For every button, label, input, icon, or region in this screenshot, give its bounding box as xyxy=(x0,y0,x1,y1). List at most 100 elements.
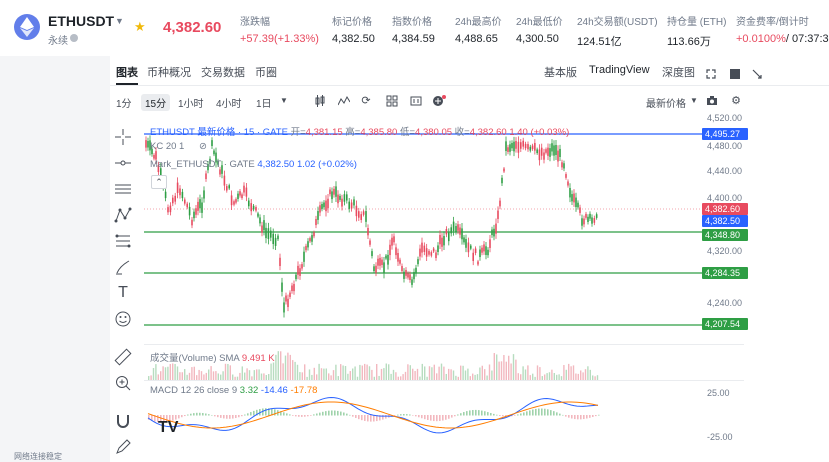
candle-body xyxy=(358,211,360,218)
macd-histogram-bar xyxy=(493,413,495,416)
timeframe-1h[interactable]: 1小时 xyxy=(178,99,204,110)
candle-body xyxy=(450,227,452,234)
text-tool-icon[interactable]: T xyxy=(118,284,128,301)
tab-chart[interactable]: 图表 xyxy=(116,67,138,79)
tab-coin-overview[interactable]: 币种概况 xyxy=(147,67,191,79)
network-status: 网络连接稳定 xyxy=(14,452,62,461)
volume-bar xyxy=(205,372,207,380)
candle-body xyxy=(385,255,387,259)
magnet-icon[interactable] xyxy=(114,412,132,430)
view-depth[interactable]: 深度图 xyxy=(662,67,695,79)
macd-histogram-bar xyxy=(514,415,516,416)
stat-24h-high: 24h最高价 4,488.65 xyxy=(455,17,502,45)
macd-histogram-bar xyxy=(199,412,201,416)
view-tradingview[interactable]: TradingView xyxy=(589,64,650,76)
collapse-icon[interactable] xyxy=(752,66,762,79)
volume-bar xyxy=(577,373,579,380)
volume-bar xyxy=(176,366,179,380)
indicators-icon[interactable] xyxy=(337,95,351,107)
symbol-dropdown-icon[interactable]: ▼ xyxy=(115,16,124,26)
macd-histogram-bar xyxy=(583,415,585,420)
volume-bar xyxy=(258,369,260,380)
crosshair-icon[interactable] xyxy=(114,128,132,146)
zoom-in-icon[interactable] xyxy=(114,374,132,392)
pattern-icon[interactable] xyxy=(114,206,132,224)
candle-body xyxy=(243,185,245,193)
eye-hidden-icon[interactable]: ⊘ xyxy=(198,141,207,152)
volume-bar xyxy=(392,369,395,380)
price-tag-high: 4,495.27 xyxy=(702,128,748,140)
brush-icon[interactable] xyxy=(114,258,132,276)
candle-body xyxy=(491,229,493,236)
timeframe-1d[interactable]: 1日 xyxy=(256,99,272,110)
last-price: 4,382.60 xyxy=(163,19,222,36)
macd-histogram-bar xyxy=(241,415,243,417)
refresh-icon[interactable]: ⟳ xyxy=(361,95,371,107)
volume-bar xyxy=(169,363,171,380)
volume-bar xyxy=(275,354,277,380)
candle-body xyxy=(291,285,293,292)
camera-icon[interactable] xyxy=(706,95,718,107)
emoji-icon[interactable] xyxy=(114,310,132,328)
macd-histogram-bar xyxy=(184,415,186,417)
info-icon[interactable] xyxy=(70,34,78,42)
view-basic[interactable]: 基本版 xyxy=(544,67,577,79)
macd-histogram-bar xyxy=(580,415,582,420)
timeframe-1m[interactable]: 1分 xyxy=(116,99,132,110)
candle-body xyxy=(479,249,481,258)
favorite-star-icon[interactable]: ★ xyxy=(134,19,146,34)
candle-body xyxy=(174,195,176,202)
candle-body xyxy=(147,140,149,148)
candle-body xyxy=(524,143,527,149)
tab-coin-circle[interactable]: 币圈 xyxy=(255,67,277,79)
candle-type-icon[interactable] xyxy=(314,95,326,107)
volume-bar xyxy=(172,363,174,380)
macd-histogram-bar xyxy=(193,413,195,416)
tab-trading-data[interactable]: 交易数据 xyxy=(201,67,245,79)
candle-body xyxy=(339,195,341,200)
volume-bar xyxy=(155,364,157,380)
compare-icon[interactable] xyxy=(410,95,422,107)
timeframe-dropdown-icon[interactable]: ▼ xyxy=(280,96,288,105)
price-type-dropdown-icon[interactable]: ▼ xyxy=(690,96,698,105)
candle-body xyxy=(401,266,403,272)
macd-histogram-bar xyxy=(325,411,327,416)
candle-body xyxy=(252,205,255,210)
expand-icon[interactable] xyxy=(706,66,716,79)
volume-bar xyxy=(436,373,438,380)
macd-histogram-bar xyxy=(448,415,450,419)
candle-body xyxy=(534,142,536,151)
trend-line-icon[interactable] xyxy=(114,154,132,172)
macd-histogram-bar xyxy=(451,415,453,418)
symbol-name[interactable]: ETHUSDT xyxy=(48,13,115,29)
volume-bar xyxy=(380,368,383,380)
settings-gear-icon[interactable]: ⚙ xyxy=(731,95,741,107)
add-indicator-icon[interactable] xyxy=(432,95,446,107)
price-type-select[interactable]: 最新价格 xyxy=(646,99,686,110)
candle-body xyxy=(489,239,491,248)
candle-body xyxy=(538,149,541,161)
pencil-icon[interactable] xyxy=(114,438,132,456)
volume-bar xyxy=(488,364,491,380)
fullscreen-icon[interactable] xyxy=(730,66,740,79)
macd-histogram-bar xyxy=(253,410,255,416)
horizontal-lines-icon[interactable] xyxy=(114,180,132,198)
macd-histogram-bar xyxy=(157,415,159,423)
candle-body xyxy=(337,194,339,204)
axis-label: 4,400.00 xyxy=(707,193,743,203)
collapse-legend-icon[interactable]: ⌃ xyxy=(151,175,167,189)
macd-histogram-bar xyxy=(547,409,549,416)
fib-icon[interactable] xyxy=(114,232,132,250)
price-chart[interactable]: ETHUSDT 最新价格 · 15 · GATE 开=4,381.15 高=4,… xyxy=(144,118,748,344)
candle-body xyxy=(485,246,487,255)
layout-icon[interactable] xyxy=(386,95,398,107)
chart-toolbar: 1分 15分 1小时 4小时 1日 ▼ ⟳ 最新价格 ▼ ⚙ xyxy=(110,88,829,114)
ruler-icon[interactable] xyxy=(114,348,132,366)
volume-bar xyxy=(277,351,279,380)
candle-body xyxy=(409,274,411,280)
timeframe-4h[interactable]: 4小时 xyxy=(216,99,242,110)
candle-body xyxy=(461,228,463,240)
candle-body xyxy=(511,142,513,149)
timeframe-15m[interactable]: 15分 xyxy=(141,94,171,111)
volume-bar xyxy=(404,371,407,380)
